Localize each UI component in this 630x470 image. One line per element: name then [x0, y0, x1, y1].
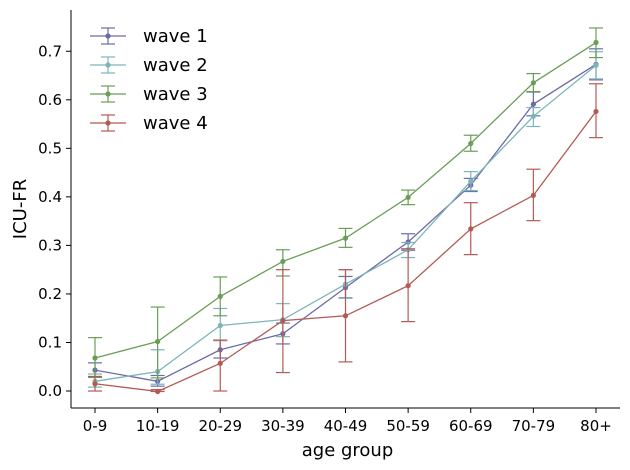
data-point [217, 293, 223, 299]
x-tick-label: 0-9 [83, 417, 108, 435]
data-point [280, 318, 286, 324]
plot-area [88, 27, 603, 395]
data-point [530, 192, 536, 199]
data-point [468, 226, 474, 232]
legend-label: wave 1 [143, 26, 208, 47]
data-point [530, 113, 536, 119]
series-4 [88, 83, 603, 395]
data-point [593, 39, 599, 46]
y-tick-label: 0.6 [38, 91, 62, 109]
data-point [92, 355, 98, 361]
legend-item-4: wave 4 [90, 113, 208, 134]
x-tick-label: 50-59 [386, 417, 430, 435]
data-point [280, 258, 286, 265]
legend-label: wave 4 [143, 113, 208, 134]
data-point [155, 338, 161, 345]
x-tick-label: 80+ [580, 417, 612, 435]
legend: wave 1 wave 2 wave 3 wave 4 [90, 26, 208, 134]
data-point [468, 140, 474, 147]
legend-marker [105, 120, 111, 126]
x-tick-label: 10-19 [136, 417, 180, 435]
legend-label: wave 3 [143, 84, 208, 105]
data-point [593, 108, 599, 115]
data-point [342, 313, 349, 319]
x-tick-label: 70-79 [512, 417, 556, 435]
data-point [217, 322, 223, 329]
data-point [342, 235, 349, 241]
series-3 [88, 27, 603, 379]
data-point [155, 388, 161, 395]
legend-label: wave 2 [143, 55, 208, 76]
legend-marker [105, 91, 111, 97]
data-point [530, 80, 536, 86]
data-point [92, 381, 98, 387]
y-axis-title: ICU-FR [10, 179, 31, 239]
x-tick-label: 60-69 [449, 417, 493, 435]
legend-item-2: wave 2 [90, 55, 208, 76]
data-point [468, 178, 474, 184]
data-point [217, 360, 223, 366]
legend-item-3: wave 3 [90, 84, 208, 105]
data-point [530, 101, 536, 107]
data-point [593, 62, 599, 68]
x-axis-title: age group [302, 440, 394, 461]
legend-item-1: wave 1 [90, 26, 208, 47]
y-tick-label: 0.0 [38, 382, 62, 400]
y-tick-label: 0.2 [38, 285, 62, 303]
legend-marker [105, 33, 111, 39]
data-point [405, 283, 411, 289]
y-tick-label: 0.5 [38, 139, 62, 157]
y-tick-label: 0.1 [38, 333, 62, 351]
x-tick-label: 40-49 [324, 417, 368, 435]
x-tick-label: 20-29 [198, 417, 242, 435]
x-tick-label: 30-39 [261, 417, 305, 435]
y-tick-label: 0.7 [38, 42, 62, 60]
data-point [405, 194, 411, 200]
y-tick-label: 0.3 [38, 236, 62, 254]
legend-marker [105, 62, 111, 68]
axes: 0.0 0.1 0.2 0.3 0.4 0.5 0.6 0.7 0-9 10-19 20-29 30-… [10, 10, 620, 461]
y-tick-label: 0.4 [38, 188, 62, 206]
